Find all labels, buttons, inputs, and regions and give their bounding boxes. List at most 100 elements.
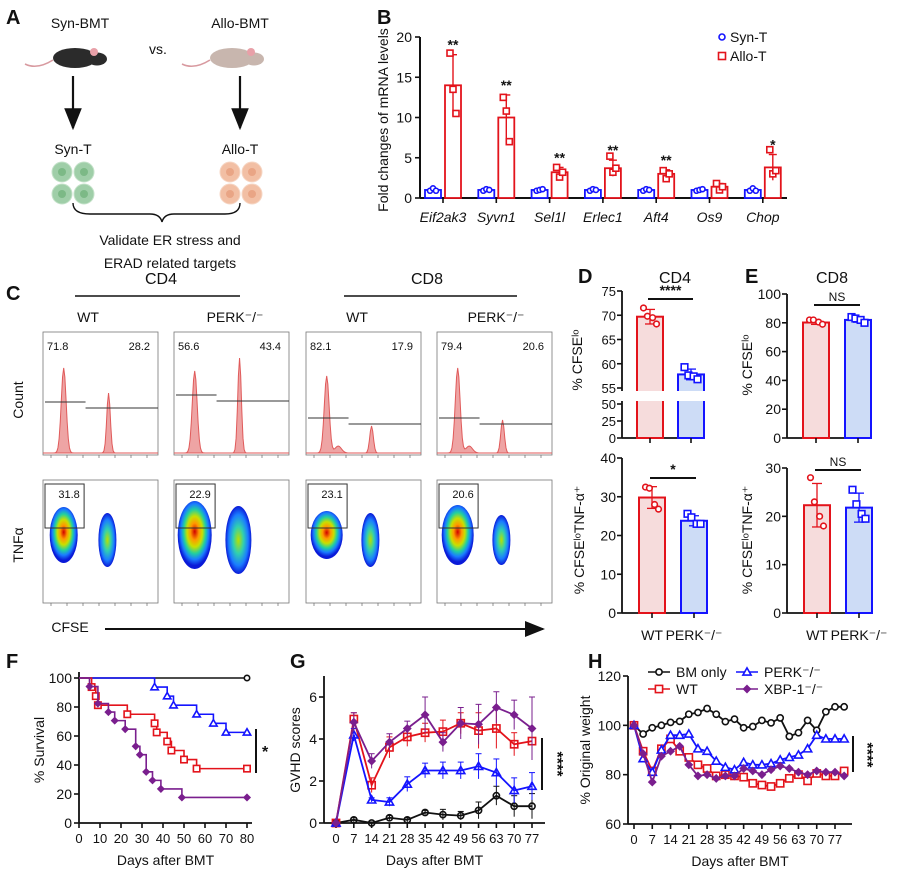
h-data-point [756, 759, 768, 769]
c-group-cd8: CD8 [411, 271, 443, 288]
g-data-point [439, 810, 447, 819]
f-data-point [149, 681, 160, 691]
g-x-tick-label: 28 [400, 831, 414, 846]
d-top-y-tick-label: 25 [602, 414, 616, 429]
cell-nucleus [58, 190, 66, 198]
cell-nucleus [80, 190, 88, 198]
c-density-gate [307, 483, 348, 529]
h-y-tick-label: 80 [605, 767, 621, 783]
b-x-tick-label: Erlec1 [583, 209, 623, 225]
h-legend-label-1: WT [676, 681, 698, 697]
allo-bmt-label: Allo-BMT [211, 15, 269, 31]
h-data-point [766, 782, 776, 791]
h-data-point [666, 746, 675, 756]
b-legend-label-0: Syn-T [730, 29, 768, 45]
f-x-tick-label: 60 [198, 831, 212, 846]
f-x-tick-label: 70 [219, 831, 233, 846]
mouse-ear [90, 48, 98, 56]
g-x-axis-label: Days after BMT [386, 852, 484, 868]
g-data-point [473, 760, 485, 771]
c-genotype-label-1: PERK⁻/⁻ [207, 309, 264, 325]
h-data-point [785, 732, 794, 741]
h-x-tick-label: 14 [663, 832, 677, 847]
e-bottom-data-point [806, 474, 815, 482]
mouse-body [53, 48, 97, 68]
g-series-line-0 [335, 794, 532, 824]
syn-mouse-illustration [24, 48, 107, 68]
f-data-point [208, 718, 219, 727]
h-data-point [692, 743, 704, 753]
b-legend-marker-0 [718, 33, 726, 41]
g-data-point [474, 806, 483, 815]
d-bottom-y-tick-label: 30 [600, 489, 616, 505]
c-density-population-right [98, 513, 117, 567]
g-data-point [527, 724, 537, 733]
h-y-tick-label: 100 [598, 717, 622, 733]
e-x-label-perk: PERK⁻/⁻ [831, 627, 888, 643]
h-data-point [638, 749, 648, 759]
g-x-tick-label: 42 [436, 831, 450, 846]
f-data-point [163, 737, 172, 746]
h-data-point [674, 729, 686, 740]
d-bottom-y-axis-label: % CFSEˡᵒTNF-α⁺ [571, 486, 587, 595]
e-top-y-tick-label: 60 [765, 344, 781, 360]
f-data-point [91, 692, 100, 701]
h-data-point [720, 771, 730, 781]
c-gate-value-left: 71.8 [47, 341, 68, 353]
b-y-tick-label: 5 [404, 150, 412, 166]
panel-label-b: B [377, 7, 391, 29]
b-x-tick-label: Chop [746, 209, 780, 225]
g-y-tick-label: 2 [309, 773, 317, 789]
e-top-y-tick-label: 100 [758, 286, 782, 302]
f-data-point [104, 708, 113, 717]
g-data-point [420, 710, 430, 720]
b-x-tick-label: Os9 [697, 209, 723, 225]
b-significance-label: ** [501, 77, 512, 93]
g-data-point [492, 791, 501, 800]
g-y-tick-label: 0 [309, 815, 317, 831]
b-data-point [699, 185, 706, 193]
e-x-label-wt: WT [806, 627, 828, 643]
g-data-point [528, 802, 536, 811]
b-data-point [712, 179, 721, 188]
g-data-point [526, 780, 538, 791]
bracket [72, 202, 241, 223]
d-top-y-tick-label: 50 [602, 397, 616, 412]
b-data-point [665, 170, 674, 178]
c-density-population-left [310, 511, 343, 559]
c-density-gate [175, 483, 216, 529]
d-top-significance-label: **** [660, 282, 682, 298]
e-bottom-data-point [848, 485, 857, 494]
b-legend-label-1: Allo-T [730, 48, 767, 64]
h-data-point [648, 723, 657, 732]
c-histogram-curve [43, 367, 158, 454]
h-data-point [739, 764, 749, 773]
h-data-point [647, 777, 657, 787]
f-data-point [152, 728, 161, 737]
d-bottom-data-point [696, 519, 705, 528]
h-data-point [748, 778, 758, 788]
h-y-tick-label: 120 [598, 668, 622, 684]
h-data-point [675, 717, 684, 726]
b-data-point [612, 164, 620, 173]
cell-nucleus [226, 190, 234, 198]
g-data-point [490, 766, 502, 777]
e-bottom-y-tick-label: 20 [765, 508, 781, 524]
c-genotype-label-3: PERK⁻/⁻ [468, 309, 525, 325]
g-data-point [385, 737, 394, 747]
b-data-point [432, 187, 440, 195]
e-bottom-y-tick-label: 10 [765, 557, 781, 573]
b-data-point [505, 137, 514, 146]
g-y-axis-label: GVHD scores [287, 707, 303, 793]
panel-label-g: G [290, 651, 306, 673]
d-top-data-point [680, 363, 689, 372]
b-data-point [446, 49, 454, 57]
mouse-body [210, 48, 254, 68]
mouse-head [87, 52, 107, 66]
h-data-point [811, 729, 823, 740]
h-x-axis-label: Days after BMT [691, 853, 789, 869]
h-legend-label-0: BM only [676, 664, 727, 680]
g-x-tick-label: 63 [489, 831, 503, 846]
g-x-tick-label: 21 [382, 831, 396, 846]
